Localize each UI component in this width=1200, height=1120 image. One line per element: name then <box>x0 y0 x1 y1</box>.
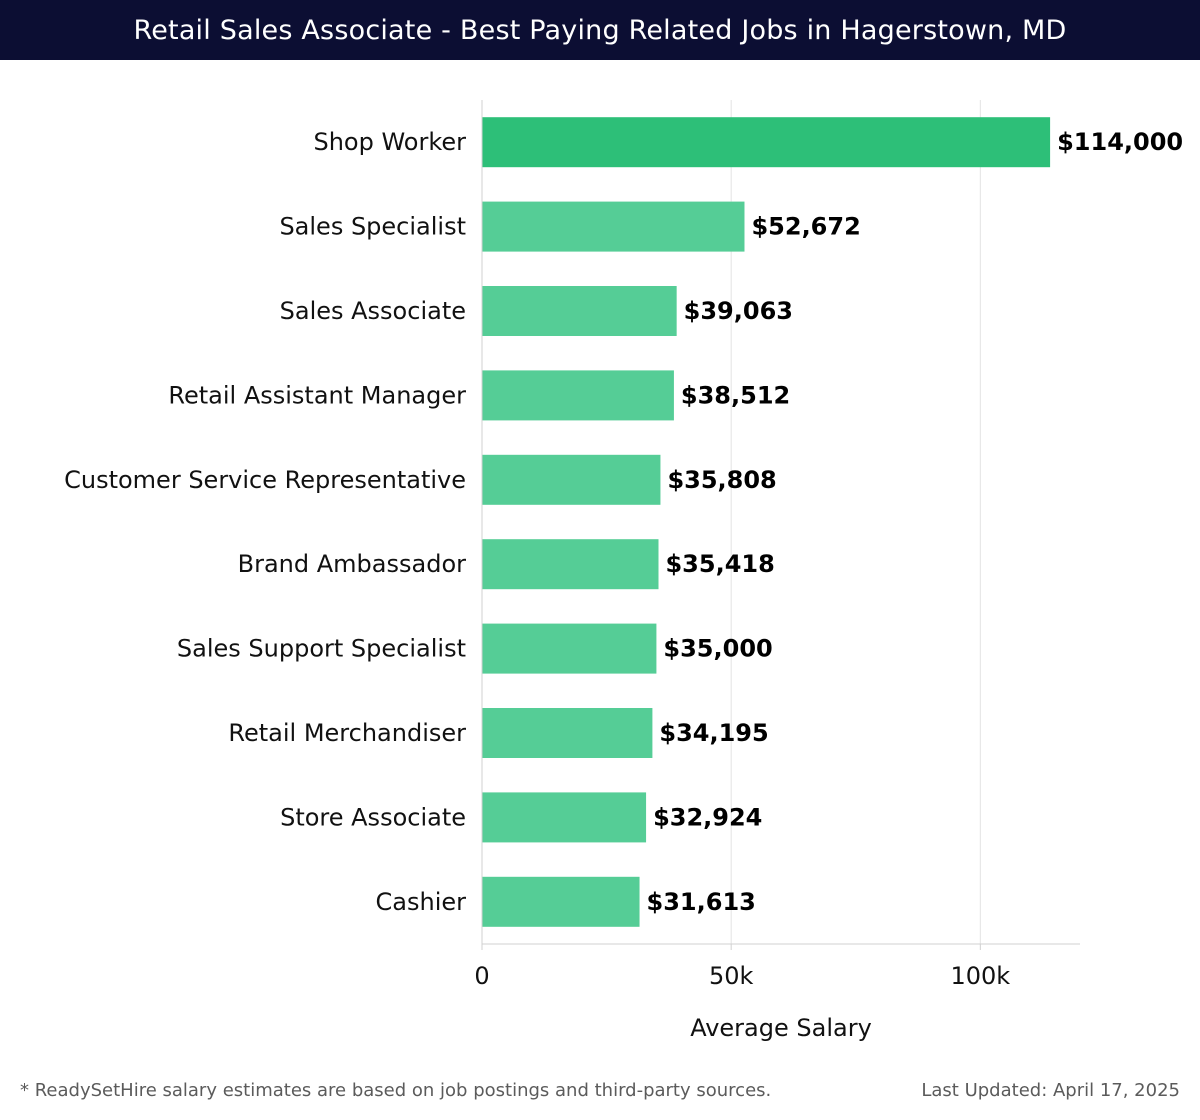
bar <box>482 201 745 252</box>
bar <box>482 286 677 336</box>
value-label: $32,924 <box>653 803 762 831</box>
bar-chart: Shop Worker $114,000 Sales Specialist $52,6… <box>64 100 1183 1042</box>
chart-title: Retail Sales Associate - Best Paying Rel… <box>133 14 1067 46</box>
category-label: Sales Support Specialist <box>177 635 466 663</box>
bar <box>482 623 657 674</box>
bar <box>482 792 647 843</box>
value-label: $52,672 <box>751 213 860 241</box>
x-tick-label: 100k <box>950 962 1010 990</box>
bar <box>482 117 1051 168</box>
category-label: Sales Specialist <box>279 213 466 241</box>
x-tick-label: 50k <box>709 962 754 990</box>
value-label: $114,000 <box>1057 128 1183 156</box>
bar <box>482 370 674 421</box>
bars-layer <box>482 117 1051 927</box>
value-label: $38,512 <box>681 381 790 409</box>
x-tick-label: 0 <box>474 962 489 990</box>
category-label: Customer Service Representative <box>64 466 466 494</box>
category-label: Shop Worker <box>313 128 466 156</box>
category-label: Cashier <box>376 888 467 916</box>
bar <box>482 708 653 758</box>
bar <box>482 876 640 927</box>
bar <box>482 539 659 590</box>
value-label: $34,195 <box>659 719 768 747</box>
category-label: Brand Ambassador <box>238 550 466 578</box>
axis-layer: 0 50k 100k Average Salary <box>474 100 1080 1042</box>
footer-updated: Last Updated: April 17, 2025 <box>921 1080 1180 1101</box>
value-label: $35,808 <box>667 466 776 494</box>
category-label: Retail Merchandiser <box>228 719 466 747</box>
title-bar: Retail Sales Associate - Best Paying Rel… <box>0 0 1200 60</box>
footer-note: * ReadySetHire salary estimates are base… <box>20 1080 772 1101</box>
category-label: Store Associate <box>280 803 466 831</box>
x-axis-title: Average Salary <box>690 1014 872 1042</box>
category-label: Retail Assistant Manager <box>168 381 466 409</box>
value-label: $35,418 <box>665 550 774 578</box>
bar <box>482 454 661 505</box>
labels-layer: Shop Worker $114,000 Sales Specialist $52,6… <box>64 128 1183 916</box>
value-label: $39,063 <box>684 297 793 325</box>
value-label: $31,613 <box>647 888 756 916</box>
value-label: $35,000 <box>663 635 772 663</box>
category-label: Sales Associate <box>280 297 466 325</box>
